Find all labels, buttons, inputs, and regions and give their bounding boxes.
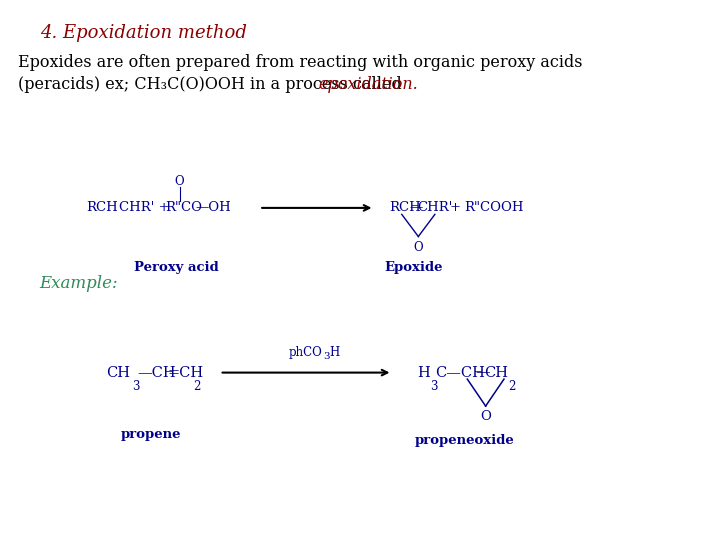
Text: Peroxy acid: Peroxy acid (134, 261, 219, 274)
Text: O: O (480, 410, 491, 423)
Text: CHR' +: CHR' + (119, 201, 169, 214)
Text: —OH: —OH (195, 201, 231, 214)
Text: C—CH: C—CH (435, 366, 485, 380)
Text: —CH: —CH (138, 366, 176, 380)
Text: Epoxides are often prepared from reacting with organic peroxy acids: Epoxides are often prepared from reactin… (18, 54, 582, 71)
Text: RCH: RCH (389, 201, 420, 214)
Text: +: + (450, 201, 461, 214)
Text: =CH: =CH (167, 366, 203, 380)
Text: 3: 3 (323, 352, 330, 361)
Text: O: O (174, 176, 184, 188)
Text: phCO: phCO (289, 346, 323, 359)
Text: H: H (418, 366, 431, 380)
Text: CH: CH (107, 366, 130, 380)
Text: R"COOH: R"COOH (464, 201, 524, 214)
Text: 2: 2 (508, 380, 516, 393)
Text: CHR': CHR' (418, 201, 453, 214)
Text: CH: CH (484, 366, 508, 380)
Text: RCH: RCH (86, 201, 118, 214)
Text: epoxidation.: epoxidation. (318, 76, 418, 92)
Text: propeneoxide: propeneoxide (415, 434, 514, 447)
Text: H: H (330, 346, 340, 359)
Text: O: O (413, 241, 423, 254)
Text: (peracids) ex; CH₃C(O)OOH in a process called: (peracids) ex; CH₃C(O)OOH in a process c… (18, 76, 407, 92)
Text: —: — (410, 201, 423, 214)
Text: 3: 3 (132, 380, 139, 393)
Text: propene: propene (121, 428, 181, 441)
Text: R"CO: R"CO (166, 201, 202, 214)
Text: —: — (475, 366, 490, 380)
Text: Example:: Example: (40, 275, 118, 292)
Text: 4. Epoxidation method: 4. Epoxidation method (40, 24, 246, 42)
Text: 3: 3 (430, 380, 437, 393)
Text: Epoxide: Epoxide (384, 261, 444, 274)
Text: 2: 2 (194, 380, 201, 393)
